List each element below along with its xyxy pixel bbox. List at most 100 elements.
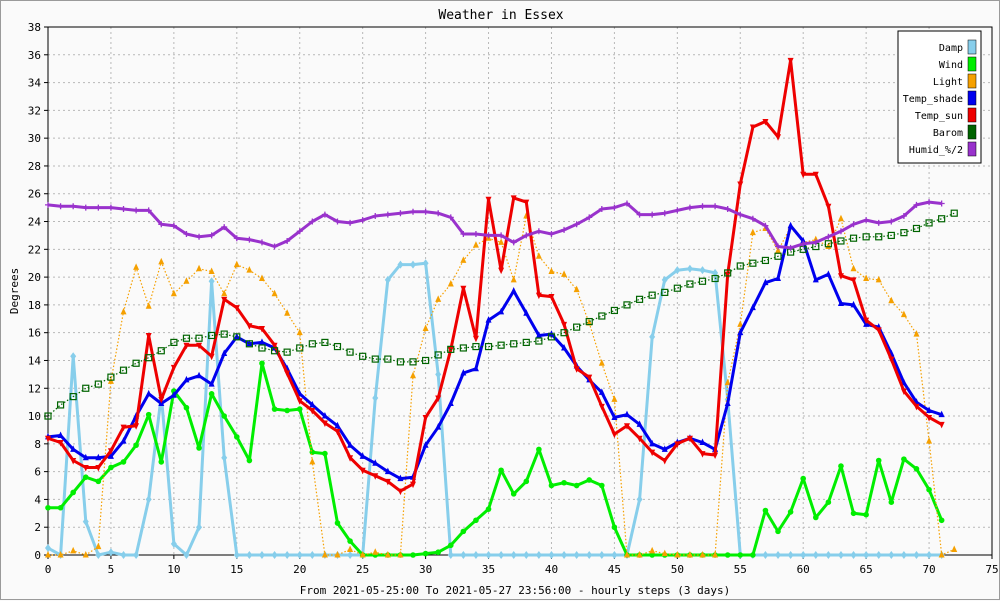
data-point-light: [712, 551, 719, 558]
data-point-temp-shade: [347, 441, 354, 448]
data-point-temp-shade: [183, 375, 190, 383]
data-point-light: [120, 307, 127, 315]
data-point-wind: [133, 442, 139, 449]
data-point-barom: [875, 233, 883, 241]
data-point-barom: [635, 295, 644, 303]
data-point-barom: [157, 347, 165, 355]
legend-label-temp-shade: Temp_shade: [903, 94, 963, 105]
data-point-barom: [950, 209, 958, 217]
data-point-damp: [561, 551, 568, 559]
data-point-humid-2: [221, 224, 228, 231]
data-point-wind: [812, 514, 819, 521]
data-point-damp: [523, 551, 530, 559]
data-point-barom: [56, 401, 65, 409]
data-point-damp: [498, 551, 505, 559]
data-point-humid-2: [133, 207, 140, 214]
data-point-temp-shade: [57, 431, 64, 439]
data-point-wind: [259, 360, 265, 367]
data-point-temp-sun: [850, 277, 857, 284]
y-tick-label: 34: [28, 77, 42, 90]
x-tick-label: 55: [734, 563, 747, 576]
data-point-temp-shade: [850, 300, 857, 308]
data-point-temp-sun: [485, 196, 492, 204]
data-point-damp: [246, 551, 253, 559]
data-point-wind: [510, 491, 517, 497]
y-tick-label: 14: [28, 354, 42, 367]
data-point-wind: [762, 507, 769, 514]
data-point-humid-2: [447, 214, 454, 221]
data-point-light: [623, 551, 630, 558]
data-point-barom: [233, 333, 241, 341]
series-line-temp-sun: [47, 58, 943, 493]
data-point-temp-sun: [800, 171, 807, 179]
data-point-light: [271, 289, 278, 297]
y-tick-label: 30: [28, 132, 41, 145]
data-point-wind: [913, 466, 920, 472]
data-point-temp-sun: [95, 464, 102, 472]
data-point-wind: [800, 475, 806, 482]
data-point-temp-shade: [309, 400, 316, 408]
data-point-light: [649, 546, 656, 554]
data-point-damp: [397, 260, 404, 269]
data-point-humid-2: [120, 206, 127, 213]
data-point-damp: [70, 352, 77, 361]
data-point-temp-sun: [435, 395, 442, 402]
data-point-barom: [522, 338, 530, 347]
data-point-wind: [498, 467, 504, 474]
data-point-temp-sun: [221, 296, 228, 304]
data-point-temp-sun: [561, 321, 568, 329]
data-point-humid-2: [359, 217, 366, 224]
data-point-temp-sun: [258, 326, 265, 333]
data-point-temp-sun: [636, 435, 643, 443]
data-point-barom: [472, 342, 480, 351]
data-point-barom: [761, 256, 770, 265]
data-point-light: [321, 551, 328, 558]
y-tick-label: 28: [28, 160, 41, 173]
data-point-barom: [447, 345, 455, 353]
data-point-temp-shade: [460, 368, 467, 376]
data-point-humid-2: [208, 232, 215, 239]
data-point-light: [95, 542, 102, 550]
data-point-wind: [724, 552, 731, 558]
data-point-damp: [258, 551, 265, 559]
data-point-temp-sun: [598, 403, 605, 411]
data-point-damp: [762, 551, 769, 559]
x-tick-label: 15: [230, 563, 243, 576]
data-point-light: [460, 256, 467, 263]
data-point-wind: [838, 463, 844, 469]
plot-area: [47, 26, 993, 556]
x-tick-label: 35: [482, 563, 495, 576]
legend-swatch-humid-2: [967, 141, 977, 157]
y-tick-label: 4: [34, 493, 41, 506]
x-axis-label: From 2021-05-25:00 To 2021-05-27 23:56:0…: [300, 584, 730, 597]
data-point-temp-sun: [120, 424, 127, 432]
data-point-barom: [912, 224, 921, 233]
data-point-damp: [875, 551, 882, 559]
data-point-temp-sun: [775, 134, 782, 141]
data-point-wind: [309, 449, 316, 455]
data-point-barom: [736, 262, 744, 270]
data-point-light: [158, 257, 165, 265]
data-point-temp-sun: [837, 273, 844, 280]
legend-label-humid-2: Humid_%/2: [909, 145, 963, 156]
data-point-damp: [95, 551, 102, 559]
y-tick-label: 10: [28, 410, 41, 423]
x-tick-label: 10: [167, 563, 180, 576]
data-point-humid-2: [271, 243, 278, 250]
data-point-light: [561, 270, 568, 277]
data-point-temp-shade: [699, 438, 706, 445]
data-point-humid-2: [611, 204, 618, 211]
data-point-temp-sun: [107, 448, 114, 455]
data-point-temp-shade: [422, 441, 429, 448]
data-point-temp-shade: [372, 459, 379, 466]
data-point-barom: [749, 259, 757, 267]
data-point-barom: [484, 342, 493, 351]
data-point-damp: [926, 551, 933, 559]
data-point-temp-sun: [472, 335, 479, 343]
data-point-damp: [45, 544, 51, 553]
data-point-light: [548, 267, 555, 275]
data-point-barom: [535, 337, 543, 345]
data-point-wind: [447, 542, 454, 549]
data-point-humid-2: [284, 237, 291, 244]
